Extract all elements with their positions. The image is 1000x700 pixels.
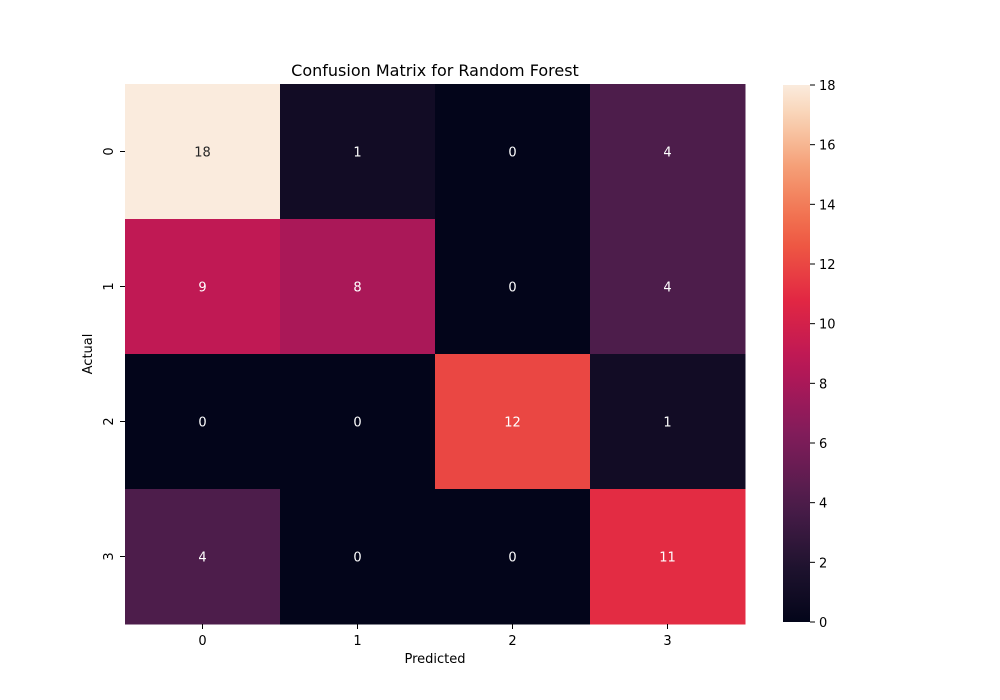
chart-title: Confusion Matrix for Random Forest [291, 61, 579, 80]
cell-value-label: 0 [353, 551, 361, 566]
colorbar-tick-label: 16 [819, 139, 836, 154]
x-axis: 0 1 2 3 [198, 624, 672, 649]
x-tick-label: 3 [663, 634, 671, 649]
colorbar-tick-label: 6 [819, 437, 827, 452]
cell-value-label: 1 [663, 416, 671, 431]
y-axis-label: Actual [81, 334, 96, 375]
x-tick-label: 0 [198, 634, 206, 649]
colorbar-tick-label: 0 [819, 616, 827, 631]
y-tick-label: 3 [102, 552, 117, 560]
heatmap-cell [590, 219, 746, 355]
heatmap-cell [125, 489, 281, 625]
colorbar-tick-label: 14 [819, 198, 836, 213]
heatmap-cell [280, 489, 436, 625]
heatmap-cell [435, 219, 591, 355]
heatmap-cells: 18 1 0 4 9 8 0 4 0 0 12 1 4 0 0 11 [125, 84, 746, 625]
cell-value-label: 0 [508, 551, 516, 566]
heatmap-cell [125, 219, 281, 355]
x-axis-label: Predicted [404, 652, 465, 667]
cell-value-label: 0 [198, 416, 206, 431]
y-axis: 0 1 2 3 [102, 147, 125, 561]
cell-value-label: 0 [508, 146, 516, 161]
cell-value-label: 4 [663, 281, 671, 296]
cell-value-label: 11 [659, 551, 676, 566]
cell-value-label: 0 [353, 416, 361, 431]
heatmap-cell [280, 84, 436, 220]
colorbar-tick-label: 12 [819, 258, 836, 273]
heatmap-cell [435, 354, 591, 490]
cell-value-label: 1 [353, 146, 361, 161]
cell-value-label: 4 [663, 146, 671, 161]
heatmap-cell [280, 354, 436, 490]
heatmap-cell [590, 489, 746, 625]
cell-value-label: 8 [353, 281, 361, 296]
y-tick-label: 2 [102, 417, 117, 425]
colorbar: 0 2 4 6 8 10 12 14 16 18 [783, 79, 836, 631]
y-tick-label: 0 [102, 147, 117, 155]
colorbar-tick-label: 10 [819, 318, 836, 333]
colorbar-tick-label: 8 [819, 377, 827, 392]
x-tick-label: 2 [508, 634, 516, 649]
heatmap-cell [280, 219, 436, 355]
heatmap-cell [435, 489, 591, 625]
colorbar-tick-label: 18 [819, 79, 836, 94]
cell-value-label: 18 [194, 146, 211, 161]
heatmap-cell [125, 354, 281, 490]
y-tick-label: 1 [102, 282, 117, 290]
colorbar-gradient [783, 85, 810, 622]
cell-value-label: 4 [198, 551, 206, 566]
colorbar-tick-label: 2 [819, 556, 827, 571]
colorbar-tick-label: 4 [819, 497, 827, 512]
heatmap-cell [435, 84, 591, 220]
cell-value-label: 9 [198, 281, 206, 296]
heatmap-cell [590, 84, 746, 220]
cell-value-label: 12 [504, 416, 521, 431]
cell-value-label: 0 [508, 281, 516, 296]
heatmap-cell [125, 84, 281, 220]
heatmap-cell [590, 354, 746, 490]
x-tick-label: 1 [353, 634, 361, 649]
